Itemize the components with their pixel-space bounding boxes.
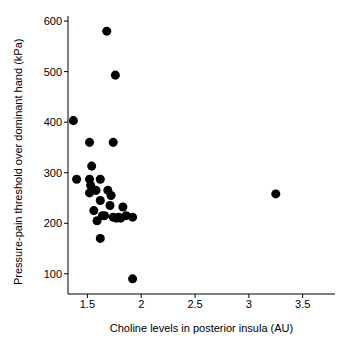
svg-text:2.5: 2.5 (187, 298, 202, 310)
svg-text:300: 300 (44, 167, 62, 179)
svg-text:1.5: 1.5 (80, 298, 95, 310)
svg-text:3: 3 (246, 298, 252, 310)
svg-text:500: 500 (44, 66, 62, 78)
svg-text:2: 2 (138, 298, 144, 310)
svg-text:Pressure-pain threshold over d: Pressure-pain threshold over dominant ha… (12, 39, 24, 285)
svg-text:Choline levels in posterior in: Choline levels in posterior insula (AU) (110, 322, 293, 334)
svg-text:3.5: 3.5 (295, 298, 310, 310)
svg-text:100: 100 (44, 268, 62, 280)
svg-text:400: 400 (44, 116, 62, 128)
svg-text:200: 200 (44, 217, 62, 229)
svg-text:600: 600 (44, 15, 62, 27)
